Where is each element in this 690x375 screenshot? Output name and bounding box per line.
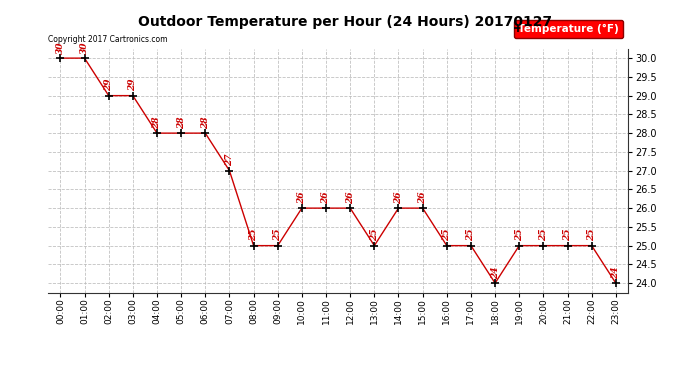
Temperature (°F): [298, 206, 306, 210]
Temperature (°F): [80, 56, 88, 60]
Text: Copyright 2017 Cartronics.com: Copyright 2017 Cartronics.com: [48, 35, 168, 44]
Temperature (°F): [322, 206, 330, 210]
Legend: Temperature (°F): Temperature (°F): [513, 20, 622, 38]
Temperature (°F): [105, 93, 113, 98]
Text: 24: 24: [491, 266, 500, 279]
Temperature (°F): [540, 243, 548, 248]
Text: 25: 25: [370, 229, 379, 241]
Text: 25: 25: [539, 229, 548, 241]
Text: 27: 27: [225, 154, 234, 166]
Text: 29: 29: [128, 79, 137, 91]
Text: 25: 25: [273, 229, 282, 241]
Text: 26: 26: [394, 191, 403, 204]
Temperature (°F): [611, 281, 620, 285]
Temperature (°F): [491, 281, 500, 285]
Temperature (°F): [563, 243, 571, 248]
Text: 30: 30: [56, 41, 65, 54]
Temperature (°F): [515, 243, 523, 248]
Temperature (°F): [128, 93, 137, 98]
Text: 25: 25: [442, 229, 451, 241]
Text: 26: 26: [346, 191, 355, 204]
Line: Temperature (°F): Temperature (°F): [56, 54, 620, 287]
Text: 25: 25: [563, 229, 572, 241]
Temperature (°F): [346, 206, 355, 210]
Text: 25: 25: [249, 229, 258, 241]
Temperature (°F): [418, 206, 426, 210]
Text: 25: 25: [587, 229, 596, 241]
Text: 25: 25: [515, 229, 524, 241]
Temperature (°F): [225, 168, 233, 173]
Temperature (°F): [56, 56, 65, 60]
Text: 28: 28: [201, 116, 210, 129]
Temperature (°F): [153, 131, 161, 135]
Text: 26: 26: [322, 191, 331, 204]
Temperature (°F): [394, 206, 402, 210]
Temperature (°F): [177, 131, 185, 135]
Text: 28: 28: [177, 116, 186, 129]
Temperature (°F): [273, 243, 282, 248]
Text: 28: 28: [152, 116, 161, 129]
Temperature (°F): [370, 243, 378, 248]
Text: 26: 26: [418, 191, 427, 204]
Temperature (°F): [443, 243, 451, 248]
Temperature (°F): [250, 243, 258, 248]
Text: Outdoor Temperature per Hour (24 Hours) 20170127: Outdoor Temperature per Hour (24 Hours) …: [138, 15, 552, 29]
Text: 29: 29: [104, 79, 113, 91]
Text: 24: 24: [611, 266, 620, 279]
Temperature (°F): [587, 243, 595, 248]
Text: 26: 26: [297, 191, 306, 204]
Text: 30: 30: [80, 41, 89, 54]
Temperature (°F): [201, 131, 210, 135]
Temperature (°F): [466, 243, 475, 248]
Text: 25: 25: [466, 229, 475, 241]
